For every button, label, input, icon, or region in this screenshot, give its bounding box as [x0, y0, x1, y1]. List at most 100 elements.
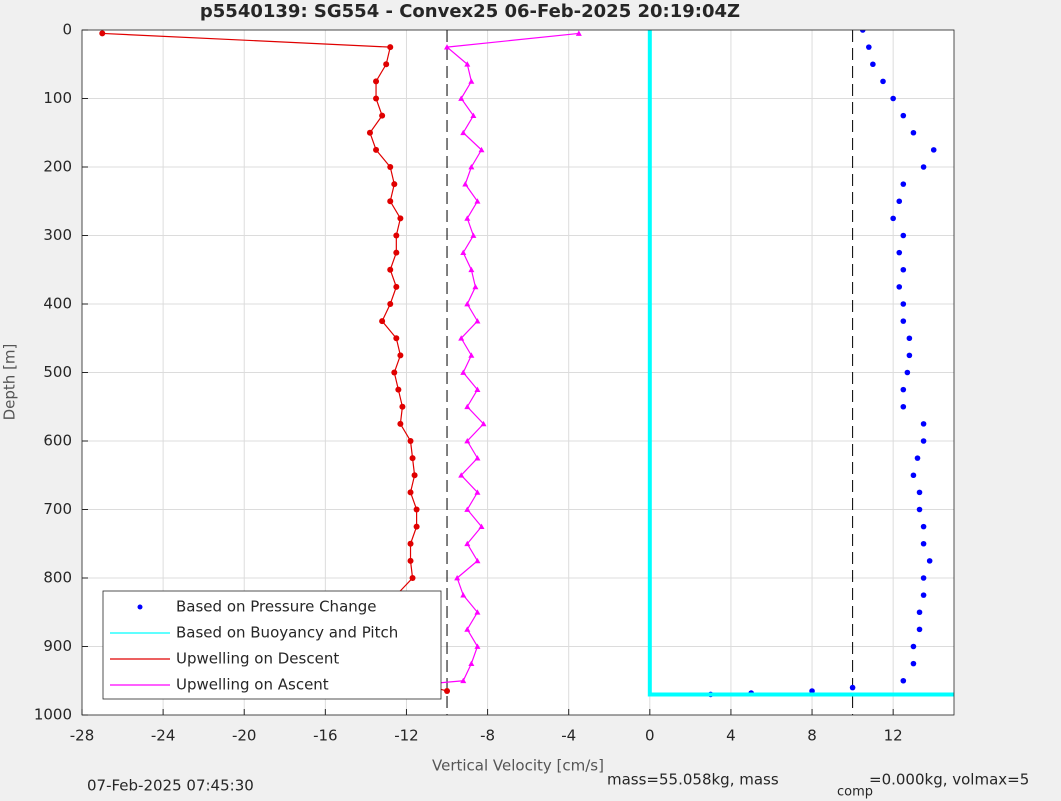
data-point	[474, 643, 481, 649]
data-point	[444, 44, 451, 50]
legend-items: Based on Pressure Change Based on Buoyanc…	[110, 598, 398, 694]
data-point	[906, 352, 913, 359]
x-tick-label: -20	[232, 727, 257, 745]
data-point	[460, 369, 467, 375]
data-point	[379, 112, 386, 119]
data-point	[859, 30, 866, 33]
data-point	[906, 335, 913, 342]
data-point	[393, 335, 400, 342]
data-point	[896, 198, 903, 205]
data-point	[458, 95, 465, 101]
data-point	[411, 472, 418, 479]
data-point	[920, 421, 927, 427]
data-point	[480, 420, 487, 427]
data-point	[464, 61, 471, 67]
data-point	[387, 198, 394, 205]
x-tick-label: -16	[313, 727, 338, 745]
series-line	[345, 32, 579, 692]
data-point	[460, 129, 467, 136]
y-tick-label: 200	[43, 158, 72, 176]
data-point	[387, 301, 394, 307]
legend-label: Based on Pressure Change	[176, 598, 377, 616]
data-point	[387, 164, 394, 170]
data-point	[391, 369, 398, 376]
timestamp: 07-Feb-2025 07:45:30	[87, 777, 254, 795]
data-point	[409, 575, 416, 581]
x-tick-label: -28	[70, 727, 95, 745]
data-point	[914, 455, 921, 461]
data-point	[393, 249, 400, 256]
data-point	[920, 523, 927, 530]
data-point	[399, 403, 406, 410]
data-point	[397, 352, 404, 359]
y-tick-label: 0	[62, 21, 72, 39]
data-point	[474, 609, 481, 615]
data-point	[910, 643, 917, 650]
legend: Based on Pressure Change Based on Buoyanc…	[102, 590, 442, 700]
y-tick-label: 100	[43, 89, 72, 107]
data-point	[474, 489, 481, 495]
data-point	[920, 592, 927, 598]
series-line	[647, 30, 954, 697]
legend-box	[102, 590, 442, 700]
data-point	[373, 78, 380, 85]
data-point	[462, 181, 469, 187]
data-point	[474, 557, 481, 564]
data-point	[444, 688, 451, 695]
data-point	[474, 318, 481, 324]
data-point	[926, 558, 933, 564]
data-point	[464, 301, 471, 307]
data-point	[395, 386, 402, 393]
data-point	[464, 540, 471, 547]
data-point	[464, 626, 471, 632]
data-point	[460, 249, 467, 256]
data-point	[900, 318, 907, 324]
data-point	[407, 557, 414, 564]
y-tick-label: 400	[43, 295, 72, 313]
data-point	[904, 369, 911, 376]
data-point	[407, 540, 414, 547]
chart-title: p5540139: SG554 - Convex25 06-Feb-2025 2…	[200, 1, 740, 22]
legend-label: Based on Buoyancy and Pitch	[176, 624, 398, 642]
footer-text: mass=55.058kg, mass	[607, 771, 779, 789]
footer-text: =0.000kg, volmax=5	[869, 771, 1029, 789]
data-point	[920, 438, 927, 444]
y-tick-label: 300	[43, 226, 72, 244]
data-point	[413, 523, 420, 530]
data-point	[387, 44, 394, 51]
data-point	[930, 147, 937, 153]
data-point	[474, 198, 481, 204]
data-point	[910, 129, 917, 136]
x-tick-label: -8	[480, 727, 495, 745]
data-point	[464, 506, 471, 512]
data-point	[470, 112, 477, 119]
data-point	[468, 352, 475, 358]
data-point	[910, 472, 917, 479]
data-point	[916, 609, 923, 616]
data-point	[460, 592, 467, 598]
data-point	[478, 523, 485, 530]
data-point	[880, 78, 886, 85]
y-tick-label: 1000	[34, 706, 72, 724]
x-tick-label: 4	[726, 727, 736, 745]
data-point	[373, 146, 380, 153]
y-tick-label: 500	[43, 363, 72, 381]
x-tick-label: -24	[151, 727, 176, 745]
data-point	[900, 266, 907, 273]
data-point	[920, 540, 927, 547]
legend-label: Upwelling on Descent	[176, 650, 339, 668]
data-point	[413, 506, 420, 513]
legend-label: Upwelling on Ascent	[176, 676, 329, 694]
data-point	[99, 30, 106, 37]
x-tick-label: -4	[561, 727, 576, 745]
data-point	[890, 95, 896, 102]
data-point	[866, 44, 872, 50]
data-point	[454, 575, 461, 581]
data-point	[916, 506, 923, 513]
data-point	[472, 283, 479, 290]
data-point	[393, 283, 400, 290]
data-point	[383, 61, 390, 68]
data-point	[397, 420, 404, 427]
data-point	[407, 489, 414, 496]
y-axis-label: Depth [m]	[1, 344, 19, 421]
